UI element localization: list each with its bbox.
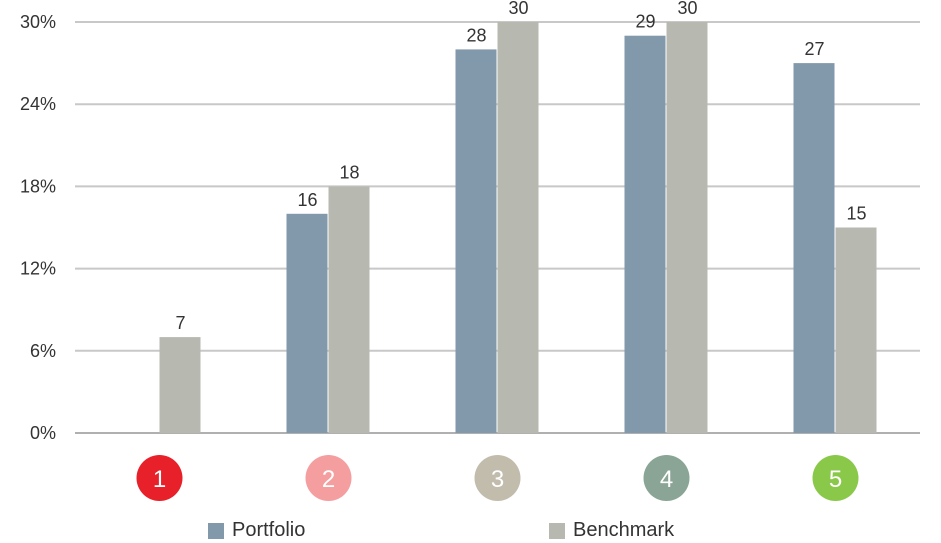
bar-portfolio	[455, 49, 497, 434]
category-label: 4	[660, 466, 673, 493]
data-label: 15	[846, 204, 866, 224]
category-label: 3	[491, 466, 504, 493]
category-marker-5	[812, 455, 859, 501]
data-label: 30	[508, 0, 528, 18]
bar-benchmark	[328, 186, 370, 433]
category-label: 5	[829, 466, 842, 493]
category-label: 1	[153, 466, 166, 493]
y-tick-label: 18%	[20, 176, 56, 196]
data-label: 18	[339, 162, 359, 182]
bar-chart: 0% 6% 12% 18% 24% 30% 7 1 16 18 2 28 30 3 29 30 4 27 15 5	[20, 0, 920, 501]
bar-benchmark	[666, 22, 708, 433]
category-label: 2	[322, 466, 335, 493]
category-marker-3	[474, 455, 521, 501]
legend-label-benchmark: Benchmark	[573, 519, 675, 541]
bar-portfolio	[624, 35, 666, 433]
bar-benchmark	[159, 337, 201, 433]
bar-portfolio	[286, 213, 328, 433]
bar-portfolio	[793, 63, 835, 433]
y-tick-label: 30%	[20, 12, 56, 32]
data-label: 29	[635, 12, 655, 32]
y-tick-label: 6%	[30, 341, 56, 361]
category-marker-1	[136, 455, 183, 501]
data-label: 30	[677, 0, 697, 18]
data-label: 16	[297, 190, 317, 210]
legend-item-benchmark: Benchmark	[549, 519, 674, 542]
data-label: 7	[175, 313, 185, 333]
legend-swatch-portfolio	[208, 522, 224, 539]
bar-benchmark	[835, 227, 877, 433]
data-label: 28	[466, 25, 486, 45]
legend-item-portfolio: Portfolio	[208, 519, 305, 542]
y-tick-label: 24%	[20, 94, 56, 114]
y-tick-label: 12%	[20, 259, 56, 279]
category-marker-4	[643, 455, 690, 501]
legend-swatch-benchmark	[549, 522, 565, 539]
category-marker-2	[305, 455, 352, 501]
legend-label-portfolio: Portfolio	[232, 519, 306, 541]
y-tick-label: 0%	[30, 423, 56, 443]
bar-benchmark	[497, 22, 539, 433]
data-label: 27	[804, 39, 824, 59]
legend: Portfolio Benchmark	[0, 519, 941, 543]
